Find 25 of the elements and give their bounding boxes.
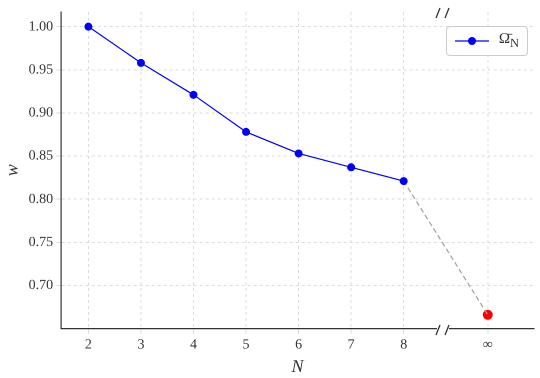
legend-label: Ω̄$_{N}$ bbox=[498, 31, 519, 51]
point bbox=[347, 163, 356, 172]
point bbox=[294, 149, 303, 158]
y-tick-label: 0.70 bbox=[28, 278, 54, 294]
x-tick-label: 4 bbox=[190, 338, 198, 353]
y-tick-label: 1.00 bbox=[28, 19, 54, 34]
point bbox=[84, 22, 92, 31]
y-tick-label: 0.80 bbox=[28, 192, 54, 207]
x-tick-label: 2 bbox=[84, 338, 92, 353]
y-tick-label: 0.75 bbox=[28, 235, 54, 250]
x-tick-label: 3 bbox=[137, 338, 144, 353]
x-tick-label: 8 bbox=[400, 338, 408, 353]
y-tick-label: 0.85 bbox=[28, 148, 54, 164]
y-axis-title: w bbox=[2, 164, 22, 176]
x-tick-label: 7 bbox=[348, 338, 355, 353]
x-tick-label: ∞ bbox=[482, 338, 493, 353]
point bbox=[136, 58, 145, 67]
x-tick-label: 6 bbox=[295, 338, 302, 353]
y-tick-label: 0.90 bbox=[28, 106, 54, 121]
point bbox=[400, 177, 408, 186]
x-axis-title: N bbox=[290, 356, 305, 376]
x-tick-label: 5 bbox=[242, 338, 250, 353]
point bbox=[190, 90, 198, 99]
y-tick-label: 0.95 bbox=[28, 62, 54, 78]
point bbox=[242, 128, 250, 136]
